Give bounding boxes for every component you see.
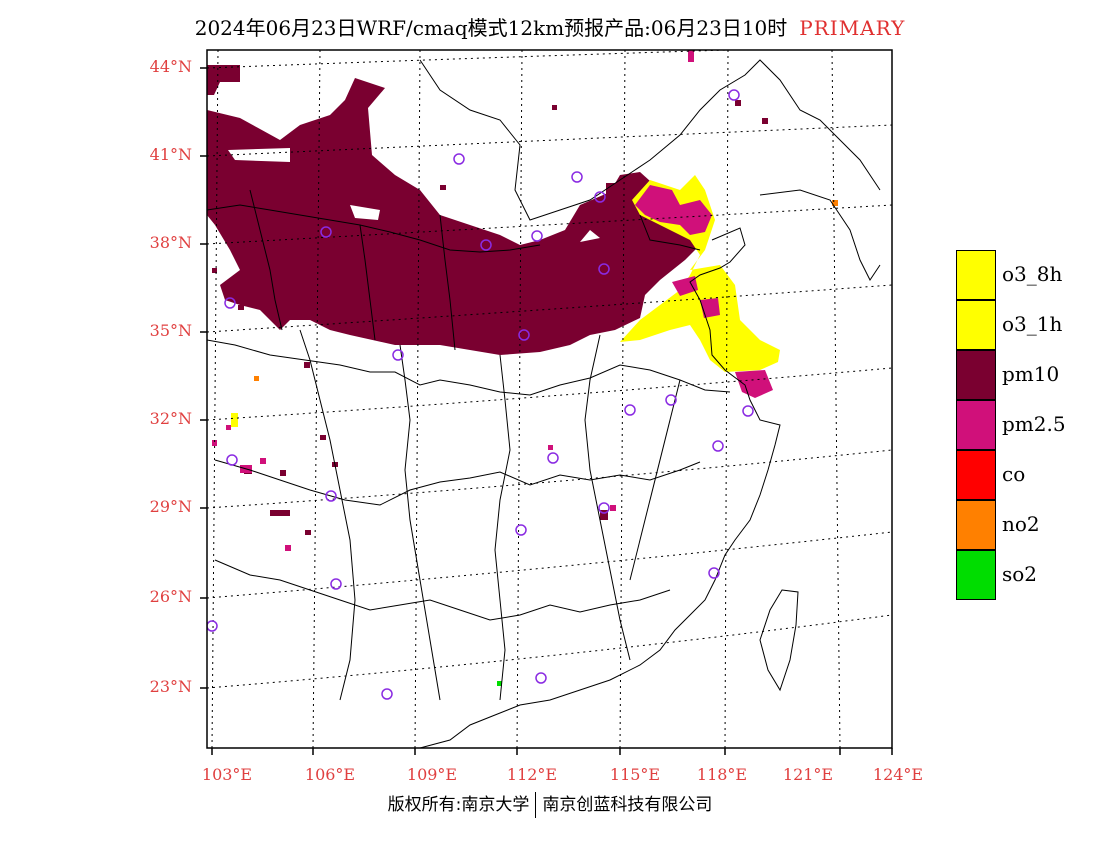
copyright: 版权所有:南京大学 南京创蓝科技有限公司 bbox=[0, 790, 1100, 818]
copyright-separator bbox=[535, 792, 537, 818]
copyright-right: 南京创蓝科技有限公司 bbox=[542, 795, 713, 815]
legend-item-co: co bbox=[956, 450, 1096, 500]
map-frame bbox=[206, 49, 893, 749]
lat-label-44: 44°N bbox=[149, 57, 192, 76]
map-title: 2024年06月23日WRF/cmaq模式12km预报产品:06月23日10时 P… bbox=[0, 12, 1100, 41]
lon-label-124: 124°E bbox=[872, 765, 924, 784]
pm10-spot bbox=[606, 183, 628, 197]
legend-swatch bbox=[956, 250, 996, 300]
legend-label: co bbox=[1002, 462, 1026, 486]
lon-label-121: 121°E bbox=[782, 765, 834, 784]
lat-label-38: 38°N bbox=[149, 233, 192, 252]
legend-item-o3-8h: o3_8h bbox=[956, 250, 1096, 300]
lat-label-35: 35°N bbox=[149, 321, 192, 340]
lat-label-41: 41°N bbox=[149, 145, 192, 164]
legend-item-o3-1h: o3_1h bbox=[956, 300, 1096, 350]
lat-label-29: 29°N bbox=[149, 497, 192, 516]
legend-label: no2 bbox=[1002, 512, 1040, 536]
lon-label-118: 118°E bbox=[696, 765, 748, 784]
title-main: 2024年06月23日WRF/cmaq模式12km预报产品:06月23日10时 bbox=[194, 16, 788, 40]
legend-item-pm25: pm2.5 bbox=[956, 400, 1096, 450]
city-markers bbox=[207, 89, 754, 700]
legend-label: pm10 bbox=[1002, 362, 1060, 386]
legend-label: so2 bbox=[1002, 562, 1038, 586]
legend-swatch bbox=[956, 400, 996, 450]
copyright-left: 版权所有:南京大学 bbox=[387, 795, 530, 815]
lon-label-109: 109°E bbox=[406, 765, 458, 784]
legend-swatch bbox=[956, 350, 996, 400]
legend-swatch bbox=[956, 300, 996, 350]
legend-item-pm10: pm10 bbox=[956, 350, 1096, 400]
title-tag: PRIMARY bbox=[799, 16, 906, 40]
legend-item-no2: no2 bbox=[956, 500, 1096, 550]
coastline bbox=[419, 227, 781, 748]
legend-swatch bbox=[956, 450, 996, 500]
lon-label-115: 115°E bbox=[609, 765, 661, 784]
lon-label-106: 106°E bbox=[304, 765, 356, 784]
legend-label: pm2.5 bbox=[1002, 412, 1066, 436]
legend-swatch bbox=[956, 500, 996, 550]
lat-label-23: 23°N bbox=[149, 677, 192, 696]
taiwan bbox=[759, 589, 799, 692]
legend-label: o3_1h bbox=[1002, 312, 1063, 336]
lon-label-112: 112°E bbox=[506, 765, 558, 784]
lat-label-26: 26°N bbox=[149, 587, 192, 606]
o3-region bbox=[620, 175, 780, 372]
legend-item-so2: so2 bbox=[956, 550, 1096, 600]
pm25-region bbox=[635, 185, 773, 398]
legend-label: o3_8h bbox=[1002, 262, 1063, 286]
pm10-region bbox=[207, 65, 710, 355]
legend-swatch bbox=[956, 550, 996, 600]
lon-label-103: 103°E bbox=[201, 765, 253, 784]
lat-label-32: 32°N bbox=[149, 409, 192, 428]
